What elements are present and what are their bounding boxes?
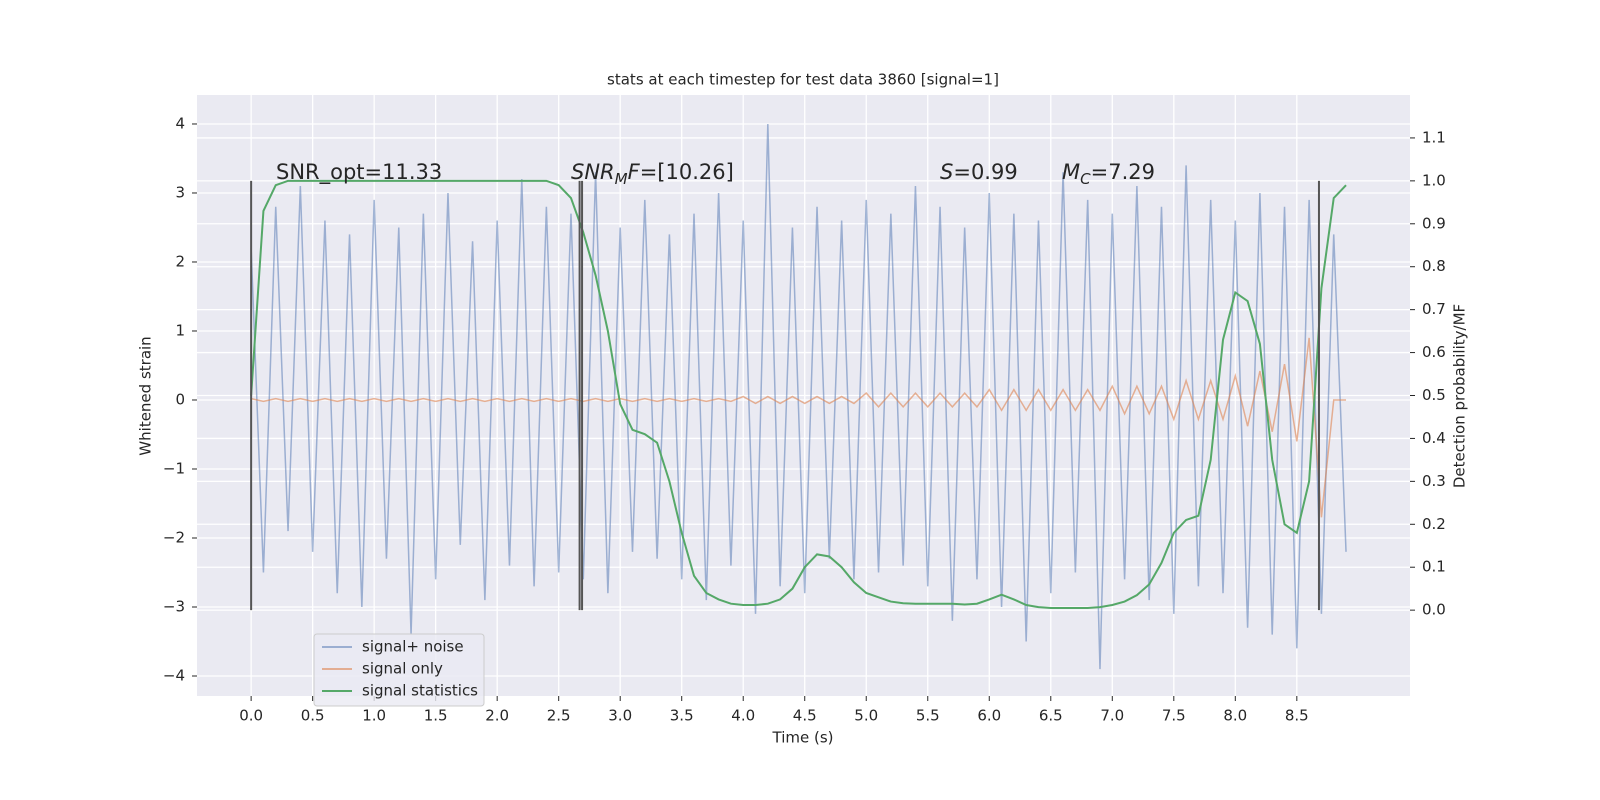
y-tick-label: −4 [163, 666, 185, 684]
y2-tick-label: 0.3 [1422, 472, 1446, 490]
y2-tick-label: 0.1 [1422, 558, 1446, 576]
x-tick-label: 8.0 [1223, 707, 1247, 725]
chart-title: stats at each timestep for test data 386… [607, 71, 999, 89]
y-tick-label: 1 [175, 321, 185, 339]
x-tick-label: 1.5 [424, 707, 448, 725]
y2-tick-label: 0.4 [1422, 429, 1446, 447]
annotation: SNR_opt=11.33 [276, 160, 442, 185]
y2-tick-label: 0.7 [1422, 300, 1446, 318]
x-tick-label: 3.0 [608, 707, 632, 725]
y2-tick-label: 0.2 [1422, 515, 1446, 533]
annotation: SNRMF=[10.26] [571, 160, 734, 188]
y2-tick-label: 0.0 [1422, 601, 1446, 619]
annotation-part: SNR [571, 160, 615, 184]
y2-tick-label: 0.9 [1422, 214, 1446, 232]
series-line [250, 123, 1347, 670]
x-tick-label: 4.5 [793, 707, 817, 725]
y2-tick-label: 1.1 [1422, 128, 1446, 146]
y2-tick-label: 1.0 [1422, 171, 1446, 189]
annotation-part: =0.99 [953, 160, 1017, 184]
y-tick-label: −2 [163, 528, 185, 546]
x-tick-label: 7.5 [1162, 707, 1186, 725]
x-tick-label: 5.0 [854, 707, 878, 725]
annotation-part: M [1062, 160, 1080, 184]
y-tick-label: 4 [175, 114, 185, 132]
series-line [250, 179, 1347, 609]
x-tick-label: 6.0 [977, 707, 1001, 725]
y-tick-label: 0 [175, 390, 185, 408]
y2-tick-label: 0.6 [1422, 343, 1446, 361]
annotation-part: S [940, 160, 953, 184]
y-tick-label: 3 [175, 183, 185, 201]
y-tick-label: −1 [163, 459, 185, 477]
x-tick-label: 5.5 [916, 707, 940, 725]
y2-tick-label: 0.5 [1422, 386, 1446, 404]
x-tick-label: 3.5 [670, 707, 694, 725]
annotation-part: F [628, 160, 641, 184]
annotation-part: C [1080, 170, 1091, 188]
x-tick-label: 8.5 [1285, 707, 1309, 725]
legend-label: signal only [362, 660, 443, 678]
x-tick-label: 6.5 [1039, 707, 1063, 725]
annotation-part: SNR_opt=11.33 [276, 160, 442, 185]
y2-tick-label: 0.8 [1422, 257, 1446, 275]
y-axis-label: Whitened strain [137, 336, 155, 455]
annotation-part: M [615, 170, 628, 188]
x-tick-label: 1.0 [362, 707, 386, 725]
legend-box [313, 633, 485, 707]
annotation-part: =7.29 [1091, 160, 1155, 184]
x-axis-label: Time (s) [772, 729, 834, 747]
y2-axis-label: Detection probability/MF [1451, 304, 1469, 488]
x-tick-label: 0.5 [301, 707, 325, 725]
x-tick-label: 2.0 [485, 707, 509, 725]
x-tick-label: 4.0 [731, 707, 755, 725]
legend: signal+ noise signal only signal statistic… [313, 633, 485, 707]
y-tick-label: −3 [163, 597, 185, 615]
x-tick-label: 2.5 [547, 707, 571, 725]
annotation: S=0.99 [940, 160, 1018, 184]
legend-label: signal+ noise [362, 638, 464, 656]
annotation: MC=7.29 [1062, 160, 1155, 188]
annotation-part: =[10.26] [640, 160, 734, 184]
series-line [250, 337, 1347, 518]
y-tick-label: 2 [175, 252, 185, 270]
x-tick-label: 7.0 [1100, 707, 1124, 725]
x-tick-label: 0.0 [239, 707, 263, 725]
legend-label: signal statistics [362, 682, 478, 700]
